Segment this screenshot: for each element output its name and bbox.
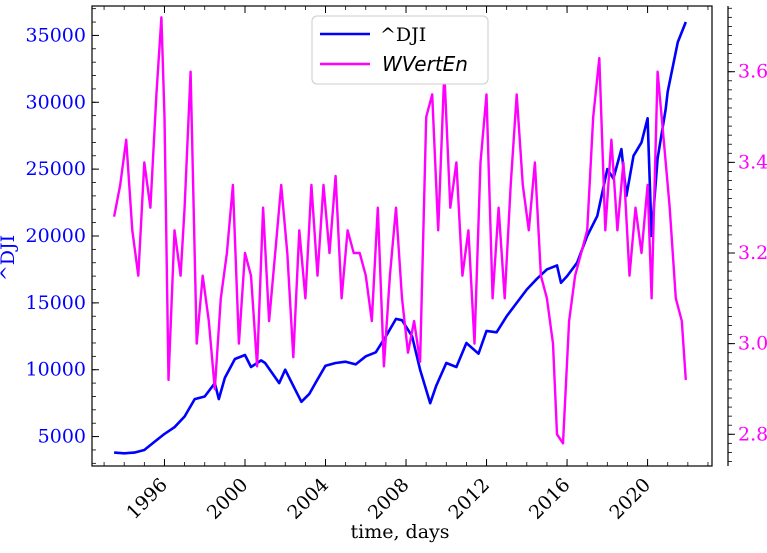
legend: ^DJI WVertEn bbox=[311, 15, 489, 85]
x-axis-label: time, days bbox=[350, 521, 449, 543]
left-tick-label: 25000 bbox=[26, 158, 86, 180]
right-tick-label: 2.8 bbox=[738, 423, 767, 445]
left-tick-label: 35000 bbox=[26, 24, 86, 46]
series-line-1 bbox=[112, 16, 687, 445]
left-tick-label: 30000 bbox=[26, 91, 86, 113]
legend-label-wverten: WVertEn bbox=[382, 52, 468, 76]
left-tick-label: 15000 bbox=[26, 292, 86, 314]
left-tick-label: 5000 bbox=[38, 426, 86, 448]
right-tick-label: 3.6 bbox=[738, 61, 767, 83]
left-axis-label: ^DJI bbox=[0, 235, 19, 281]
series-layer bbox=[112, 16, 688, 455]
right-tick-label: 3.0 bbox=[738, 333, 767, 355]
legend-label-dji: ^DJI bbox=[380, 24, 426, 46]
right-tick-label: 3.2 bbox=[738, 242, 767, 264]
left-tick-label: 10000 bbox=[26, 359, 86, 381]
left-tick-label: 20000 bbox=[26, 225, 86, 247]
right-tick-label: 3.4 bbox=[738, 151, 767, 173]
